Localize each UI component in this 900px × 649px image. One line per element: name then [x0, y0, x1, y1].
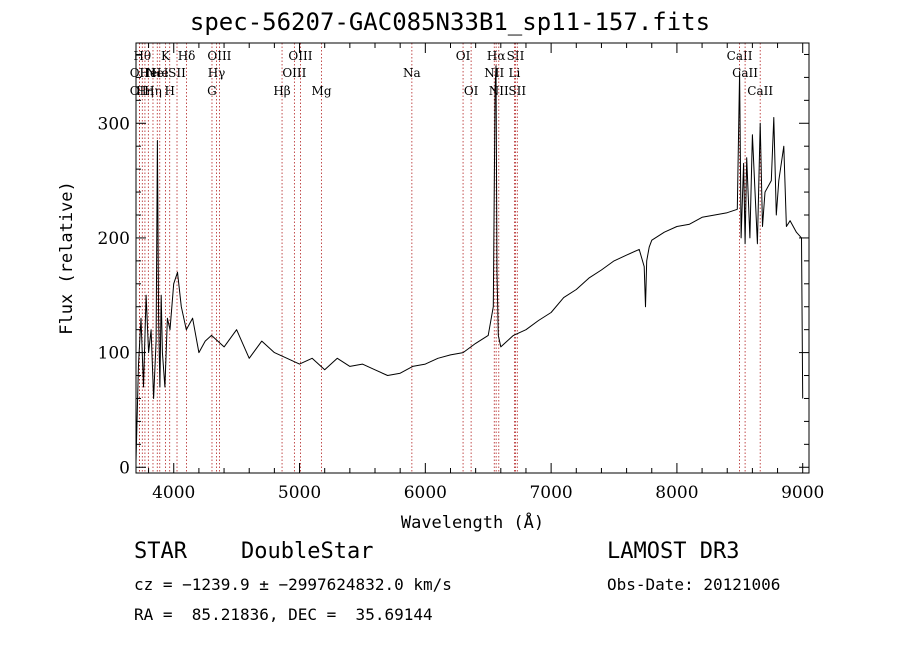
line-marker-label: Hθ: [133, 49, 151, 63]
line-marker-label: OIII: [288, 49, 312, 63]
line-marker-label: He: [140, 66, 158, 80]
line-marker-label: Hα: [487, 49, 506, 63]
line-marker-label: Hβ: [273, 84, 290, 98]
line-marker-label: He: [151, 66, 169, 80]
line-marker-label: G: [207, 84, 217, 98]
line-marker-label: Hγ: [208, 66, 226, 80]
line-marker-label: CaII: [727, 49, 753, 63]
y-tick-label: 300: [98, 114, 130, 134]
line-marker-label: NII: [484, 66, 504, 80]
redshift-info: cz = −1239.9 ± −2997624832.0 km/s: [134, 575, 452, 594]
x-tick-label: 4000: [152, 483, 195, 503]
y-tick-label: 200: [98, 229, 130, 249]
y-tick-label: 100: [98, 344, 130, 364]
line-marker-label: OIII: [282, 66, 306, 80]
line-markers-group: OIIOIIHθHηHeHηNeIHeKHSIIHδGHγOIIIHβOIIIO…: [130, 43, 773, 473]
line-marker-label: NII: [489, 84, 509, 98]
axes-group: 4000 5000 6000 7000 8000 9000 0 100 200 300: [98, 42, 824, 503]
line-marker-label: CaII: [747, 84, 773, 98]
line-marker-label: H: [164, 84, 174, 98]
object-class: STAR: [134, 539, 187, 564]
object-subclass: DoubleStar: [241, 539, 374, 564]
coordinates-info: RA = 85.21836, DEC = 35.69144: [134, 605, 433, 624]
survey-name: LAMOST DR3: [607, 539, 740, 564]
x-tick-label: 6000: [404, 483, 447, 503]
spectrum-series-group: [135, 65, 804, 462]
line-marker-label: Li: [508, 66, 520, 80]
line-marker-label: CaII: [732, 66, 758, 80]
chart-title: spec-56207-GAC085N33B1_sp11-157.fits: [189, 8, 711, 36]
x-tick-label: 9000: [781, 483, 824, 503]
line-marker-label: OI: [456, 49, 471, 63]
spectrum-line: [135, 65, 804, 462]
line-marker-label: Na: [403, 66, 421, 80]
line-marker-label: SII: [168, 66, 186, 80]
line-marker-label: SII: [507, 49, 525, 63]
line-marker-label: Hδ: [178, 49, 196, 63]
line-marker-label: NeI: [146, 66, 169, 80]
observation-date: Obs-Date: 20121006: [607, 575, 781, 594]
line-marker-label: Hη: [136, 84, 154, 98]
x-tick-label: 8000: [655, 483, 698, 503]
x-tick-label: 5000: [278, 483, 321, 503]
line-marker-label: Mg: [312, 84, 332, 98]
x-axis-label: Wavelength (Å): [401, 511, 544, 533]
y-tick-label: 0: [119, 458, 130, 478]
line-marker-label: OII: [130, 66, 150, 80]
line-marker-label: Hη: [144, 84, 162, 98]
y-axis-label: Flux (relative): [57, 181, 77, 335]
line-marker-label: K: [161, 49, 171, 63]
line-marker-label: OI: [464, 84, 479, 98]
plot-frame: [135, 42, 810, 474]
line-marker-label: SII: [508, 84, 526, 98]
x-tick-label: 7000: [529, 483, 572, 503]
line-marker-label: OIII: [207, 49, 231, 63]
line-marker-label: OII: [130, 84, 150, 98]
